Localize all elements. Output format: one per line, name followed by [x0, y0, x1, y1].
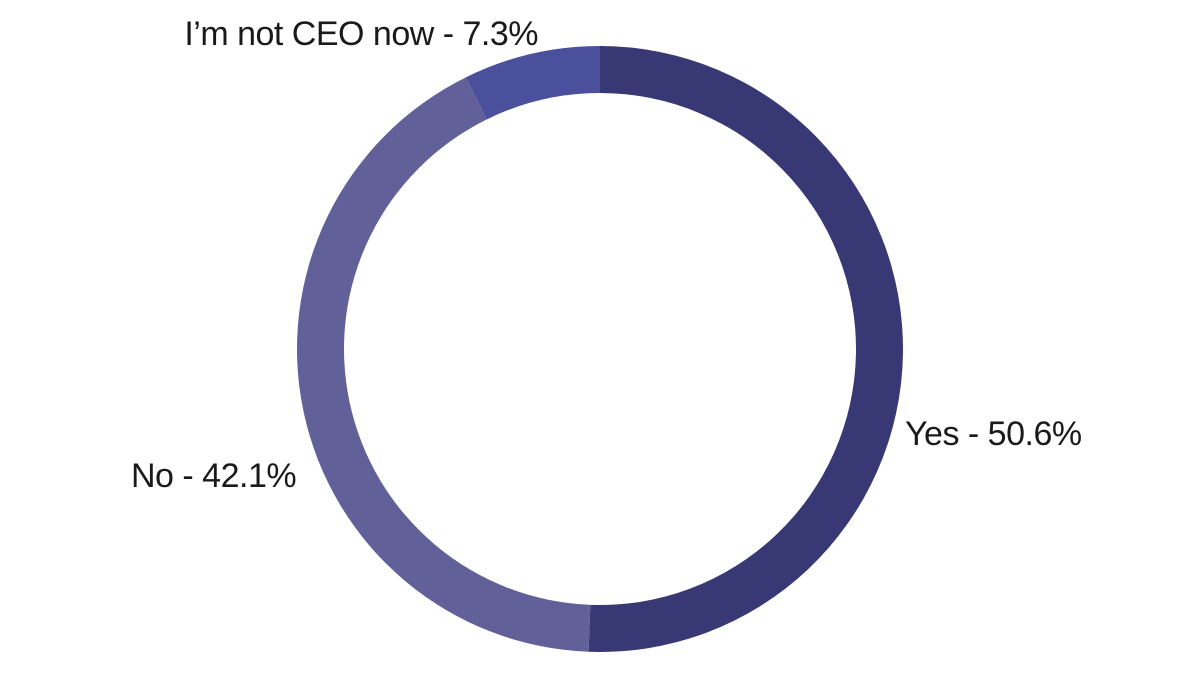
- slice-no: [297, 77, 591, 652]
- slice-label-no: No - 42.1%: [131, 457, 296, 495]
- slice-label-yes: Yes - 50.6%: [905, 415, 1082, 453]
- slice-label-i-m-not-ceo-now: I’m not CEO now - 7.3%: [184, 15, 538, 53]
- donut-slices: [297, 46, 903, 652]
- slice-labels: Yes - 50.6% No - 42.1% I’m not CEO now - 7…: [131, 15, 1082, 495]
- slice-i-m-not-ceo-now: [465, 46, 600, 120]
- slice-yes: [588, 46, 903, 652]
